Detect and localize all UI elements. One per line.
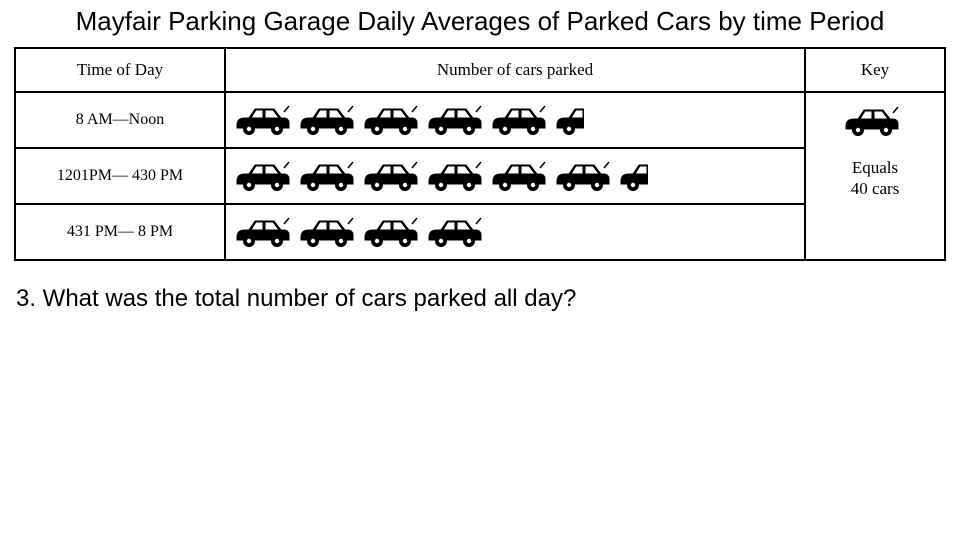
key-empty <box>805 204 945 260</box>
car-icon <box>298 103 354 137</box>
car-icon <box>843 104 899 138</box>
key-text: Equals 40 cars <box>805 148 945 204</box>
time-label: 1201PM— 430 PM <box>15 148 225 204</box>
car-icon <box>298 215 354 249</box>
key-text-line2: 40 cars <box>851 179 900 198</box>
table-row: 431 PM— 8 PM <box>15 204 945 260</box>
key-icon-cell <box>805 92 945 148</box>
header-row: Time of Day Number of cars parked Key <box>15 48 945 92</box>
car-icon-half <box>554 103 584 137</box>
cars-cell <box>225 148 805 204</box>
car-icon <box>362 159 418 193</box>
pictograph-table: Time of Day Number of cars parked Key 8 … <box>14 47 946 261</box>
header-cars: Number of cars parked <box>225 48 805 92</box>
header-key: Key <box>805 48 945 92</box>
page-title: Mayfair Parking Garage Daily Averages of… <box>14 6 946 37</box>
table-row: 1201PM— 430 PM <box>15 148 945 204</box>
time-label: 8 AM—Noon <box>15 92 225 148</box>
car-icon <box>362 215 418 249</box>
car-icon <box>298 159 354 193</box>
car-icon <box>426 215 482 249</box>
header-time: Time of Day <box>15 48 225 92</box>
car-icon <box>490 159 546 193</box>
car-icon <box>554 159 610 193</box>
car-icon <box>426 159 482 193</box>
car-icon <box>490 103 546 137</box>
question-text: 3. What was the total number of cars par… <box>16 285 946 313</box>
car-icon <box>426 103 482 137</box>
table-row: 8 AM—Noon <box>15 92 945 148</box>
car-icon <box>234 159 290 193</box>
car-icon <box>234 103 290 137</box>
cars-cell <box>225 204 805 260</box>
car-icon-half <box>618 159 648 193</box>
car-icon <box>234 215 290 249</box>
car-icon <box>362 103 418 137</box>
time-label: 431 PM— 8 PM <box>15 204 225 260</box>
cars-cell <box>225 92 805 148</box>
key-text-line1: Equals <box>852 158 898 177</box>
